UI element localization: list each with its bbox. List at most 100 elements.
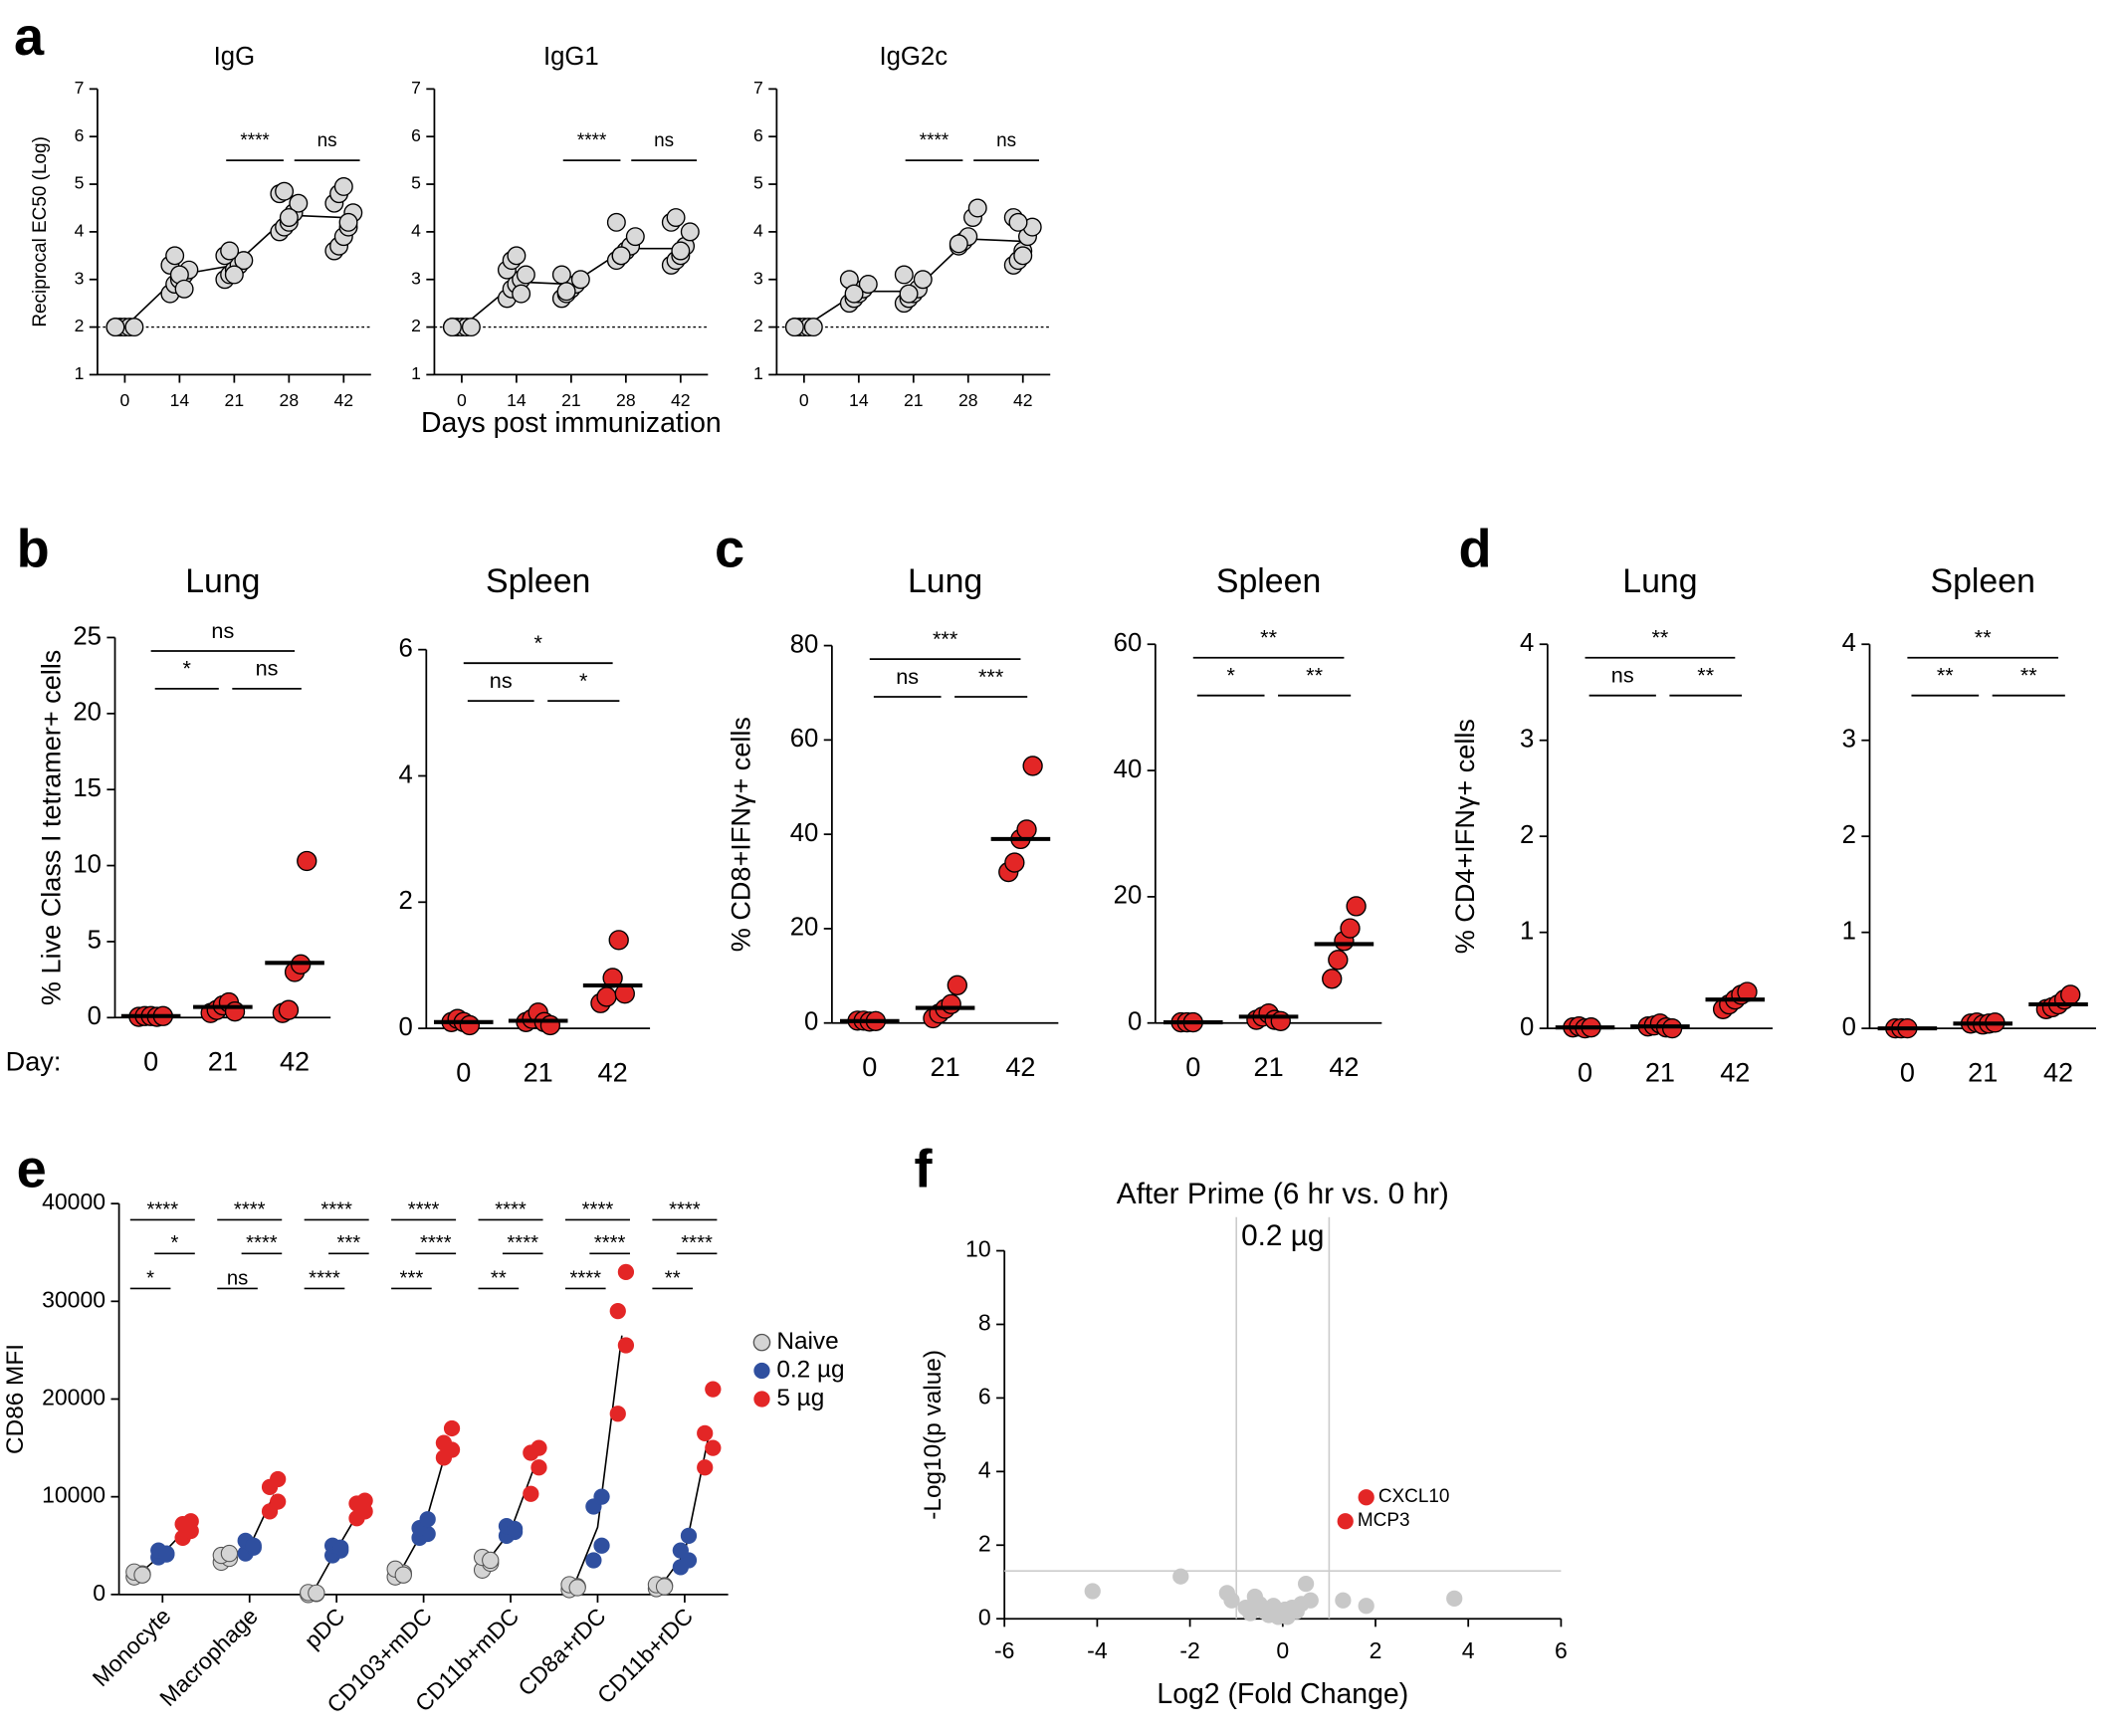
x-tick-label: 0 xyxy=(862,1051,877,1082)
y-axis-label: % CD4+IFNγ+ cells xyxy=(1449,719,1480,954)
data-point xyxy=(609,1303,626,1320)
data-point xyxy=(697,1459,714,1476)
x-tick-label: 21 xyxy=(561,390,581,410)
data-point xyxy=(1223,1592,1240,1609)
x-tick-label: Monocyte xyxy=(88,1603,176,1691)
data-point xyxy=(585,1552,602,1569)
significance-label: * xyxy=(171,1232,179,1254)
highlight-point xyxy=(1358,1489,1374,1506)
mean-line xyxy=(572,1335,623,1588)
chart-title: Spleen xyxy=(486,562,590,600)
data-point xyxy=(705,1381,722,1398)
x-tick-label: 21 xyxy=(208,1045,238,1076)
y-axis-label: CD86 MFI xyxy=(2,1344,29,1454)
x-tick-label: 28 xyxy=(616,390,636,410)
data-point xyxy=(220,1544,239,1563)
data-point xyxy=(530,1459,547,1476)
x-tick-label: 14 xyxy=(849,390,869,410)
data-point xyxy=(224,265,244,285)
point-label: MCP3 xyxy=(1358,1510,1410,1531)
data-point xyxy=(1084,1583,1101,1600)
data-point xyxy=(570,270,590,290)
significance-label: ** xyxy=(1652,625,1669,650)
y-tick-label: 8 xyxy=(978,1310,991,1336)
significance-label: *** xyxy=(400,1267,424,1289)
significance-label: ** xyxy=(1260,625,1277,650)
data-point xyxy=(1008,212,1028,232)
significance-label: ns xyxy=(490,668,513,693)
x-tick-label: 21 xyxy=(1968,1056,1998,1087)
x-tick-label: 42 xyxy=(1013,390,1033,410)
significance-label: **** xyxy=(669,1198,701,1220)
x-tick-label: 21 xyxy=(931,1051,960,1082)
legend-label: 0.2 µg xyxy=(776,1356,844,1383)
y-tick-label: 4 xyxy=(1842,629,1856,657)
x-tick-label: 14 xyxy=(170,390,190,410)
x-tick-label: -2 xyxy=(1179,1637,1199,1663)
data-point xyxy=(608,930,629,951)
significance-label: ** xyxy=(491,1267,507,1289)
y-tick-label: 20000 xyxy=(42,1385,106,1410)
data-point xyxy=(133,1566,151,1584)
data-point xyxy=(270,1470,287,1488)
legend-label: Naive xyxy=(776,1328,838,1355)
y-tick-label: 40 xyxy=(790,819,819,847)
y-tick-label: 30000 xyxy=(42,1286,106,1312)
significance-label: ** xyxy=(1306,662,1323,687)
y-tick-label: 0 xyxy=(88,1002,102,1030)
x-tick-label: pDC xyxy=(299,1603,349,1653)
significance-label: * xyxy=(579,668,588,693)
y-tick-label: 40 xyxy=(1114,756,1143,783)
significance-label: * xyxy=(533,630,542,655)
data-point xyxy=(124,318,144,337)
chart-title: Lung xyxy=(908,562,982,600)
data-point xyxy=(655,1578,674,1596)
data-point xyxy=(174,279,194,299)
data-point xyxy=(539,1014,561,1036)
data-point xyxy=(671,241,691,261)
data-point xyxy=(2060,984,2081,1005)
data-point xyxy=(1022,756,1043,776)
y-tick-label: 20 xyxy=(73,699,102,727)
significance-label: **** xyxy=(507,1232,538,1254)
mean-line xyxy=(486,1464,536,1564)
data-point xyxy=(530,1439,547,1456)
y-tick-label: 1 xyxy=(411,363,421,383)
y-tick-label: 2 xyxy=(398,887,412,915)
data-point xyxy=(899,284,919,304)
data-point xyxy=(617,1263,635,1280)
x-tick-label: 42 xyxy=(280,1045,310,1076)
significance-label: **** xyxy=(234,1198,266,1220)
y-tick-label: 1 xyxy=(1842,917,1856,945)
x-axis-label: Days post immunization xyxy=(421,407,722,439)
data-point xyxy=(949,234,968,254)
y-tick-label: 3 xyxy=(1520,726,1534,754)
y-tick-label: 6 xyxy=(75,125,85,145)
data-point xyxy=(1322,969,1343,989)
data-point xyxy=(245,1537,262,1554)
panel-letter: e xyxy=(17,1139,47,1198)
x-tick-label: 28 xyxy=(958,390,978,410)
data-point xyxy=(275,181,295,201)
y-tick-label: 6 xyxy=(753,125,763,145)
y-tick-label: 7 xyxy=(753,78,763,98)
y-tick-label: 3 xyxy=(411,268,421,288)
data-point xyxy=(1013,246,1033,266)
data-point xyxy=(289,193,309,213)
legend-marker xyxy=(753,1391,770,1408)
y-tick-label: 0 xyxy=(93,1580,106,1606)
y-tick-label: 10 xyxy=(965,1236,991,1262)
data-point xyxy=(482,1551,500,1570)
data-point xyxy=(523,1485,539,1502)
data-point xyxy=(556,282,576,302)
x-tick-label: 21 xyxy=(225,390,245,410)
chart-title: IgG1 xyxy=(543,43,599,71)
significance-label: **** xyxy=(681,1232,713,1254)
x-tick-label: 0 xyxy=(1276,1637,1289,1663)
x-tick-label: 0 xyxy=(457,390,467,410)
data-point xyxy=(606,212,626,232)
y-tick-label: 60 xyxy=(1114,629,1143,657)
x-tick-label: 42 xyxy=(671,390,691,410)
y-tick-label: 4 xyxy=(411,221,421,241)
chart-title: Lung xyxy=(1622,562,1697,600)
